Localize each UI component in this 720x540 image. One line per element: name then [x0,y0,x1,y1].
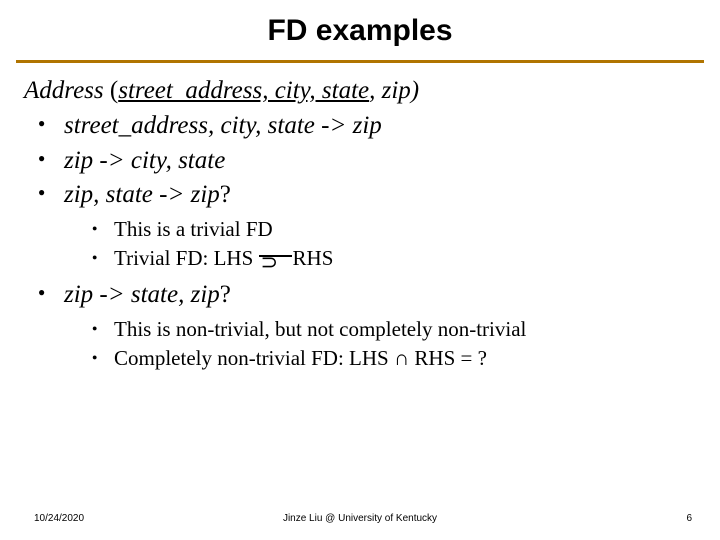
bullet-3-q: ? [220,181,231,208]
bullet-4: zip -> state, zip? This is non-trivial, … [38,278,696,374]
superset-icon: ⊃ [259,244,293,265]
bullet-4-text: zip -> state, zip [64,281,220,308]
bullet-3-sublist: This is a trivial FD Trivial FD: LHS ⊃RH… [64,215,696,275]
paren-open: ( [110,77,118,104]
bullet-4-sub-1: This is non-trivial, but not completely … [92,315,696,345]
bullet-3-sub-2b: RHS [293,246,334,270]
bullet-4-sub-2-q: ? [478,346,487,370]
bullet-3-sub-2: Trivial FD: LHS ⊃RHS [92,244,696,274]
footer-author: Jinze Liu @ University of Kentucky [0,513,720,524]
bullet-4-q: ? [220,281,231,308]
bullet-3: zip, state -> zip? This is a trivial FD … [38,178,696,274]
bullet-4-sublist: This is non-trivial, but not completely … [64,315,696,375]
bullet-list: street_address, city, state -> zip zip -… [24,109,696,374]
bullet-3-sub-1: This is a trivial FD [92,215,696,245]
slide: FD examples Address (street_address, cit… [0,0,720,540]
bullet-1-text: street_address, city, state -> zip [64,112,382,139]
relation-rest: , zip) [369,77,419,104]
bullet-3-text: zip, state -> zip [64,181,220,208]
title-rule [16,60,704,63]
bullet-1: street_address, city, state -> zip [38,109,696,144]
bullet-2: zip -> city, state [38,144,696,179]
bullet-4-sub-2-text: Completely non-trivial FD: LHS ∩ RHS = [114,346,478,370]
content-area: Address (street_address, city, state, zi… [0,77,720,374]
bullet-4-sub-2: Completely non-trivial FD: LHS ∩ RHS = ? [92,344,696,374]
slide-title: FD examples [0,0,720,60]
bullet-3-sub-2a: Trivial FD: LHS [114,246,259,270]
footer-page: 6 [686,513,692,524]
bullet-2-text: zip -> city, state [64,147,225,174]
relation-name: Address [24,77,104,104]
relation-key-attrs: street_address, city, state [118,77,369,104]
relation-schema: Address (street_address, city, state, zi… [24,77,696,105]
